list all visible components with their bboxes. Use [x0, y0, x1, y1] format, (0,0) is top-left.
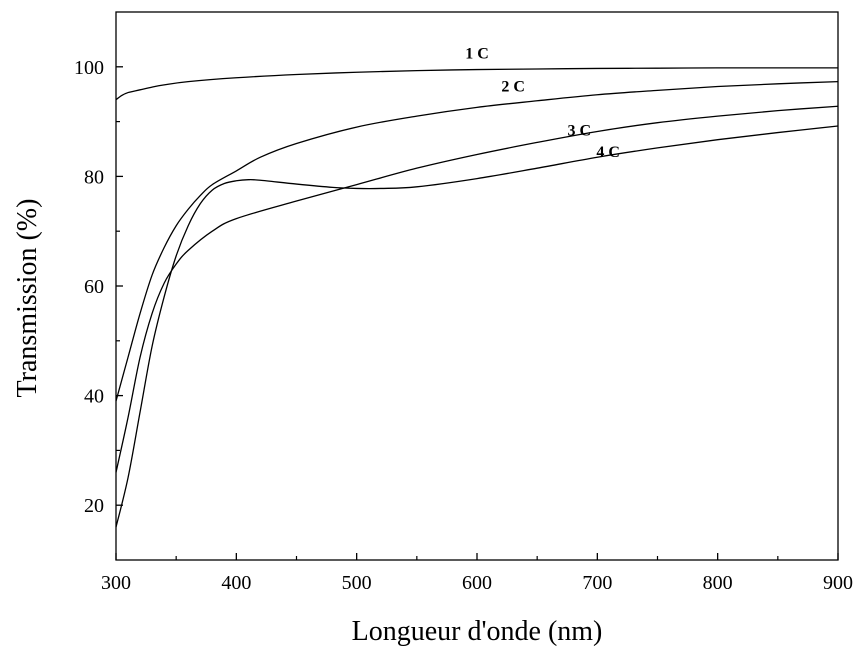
x-axis-title: Longueur d'onde (nm) [352, 616, 603, 647]
series-line-2 [115, 80, 839, 402]
series-labels: 1 C 2 C 3 C4 C [465, 46, 620, 162]
x-tick-label: 600 [462, 572, 492, 594]
plot-area [115, 11, 839, 561]
y-tick-label: 100 [74, 57, 104, 79]
x-tick-label: 700 [582, 572, 612, 594]
y-tick-label: 40 [84, 386, 104, 408]
series-label-4: 4 C [596, 144, 620, 161]
series-curves [115, 67, 839, 528]
y-tick-label: 20 [84, 495, 104, 517]
x-tick-label: 500 [342, 572, 372, 594]
series-label-3: 3 C [568, 122, 592, 139]
x-tick-label: 800 [703, 572, 733, 594]
x-tick-label: 900 [823, 572, 853, 594]
series-label-2: 2 C [501, 78, 525, 95]
series-line-3 [115, 105, 839, 473]
y-tick-label: 80 [84, 166, 104, 188]
y-tick-label: 60 [84, 276, 104, 298]
plot-frame [115, 11, 839, 561]
x-tick-label: 300 [101, 572, 131, 594]
y-axis-title: Transmission (%) [12, 199, 43, 398]
series-line-4 [115, 125, 839, 528]
y-axis-ticks: 20 40 60 80 100 [74, 57, 123, 517]
x-tick-label: 400 [221, 572, 251, 594]
x-axis-ticks: 300 400 500 600 700 800 900 [101, 553, 853, 594]
series-label-1: 1 C [465, 46, 489, 63]
series-line-1 [115, 67, 838, 101]
